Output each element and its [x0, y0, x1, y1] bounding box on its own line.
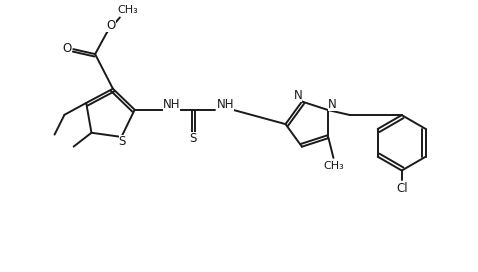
Text: NH: NH	[163, 98, 180, 111]
Text: Cl: Cl	[396, 182, 408, 195]
Text: N: N	[328, 98, 337, 111]
Text: N: N	[293, 89, 303, 102]
Text: S: S	[119, 135, 126, 149]
Text: O: O	[106, 19, 116, 32]
Text: S: S	[189, 132, 197, 145]
Text: O: O	[63, 42, 72, 55]
Text: CH₃: CH₃	[323, 161, 344, 171]
Text: NH: NH	[217, 98, 235, 111]
Text: CH₃: CH₃	[118, 5, 138, 15]
